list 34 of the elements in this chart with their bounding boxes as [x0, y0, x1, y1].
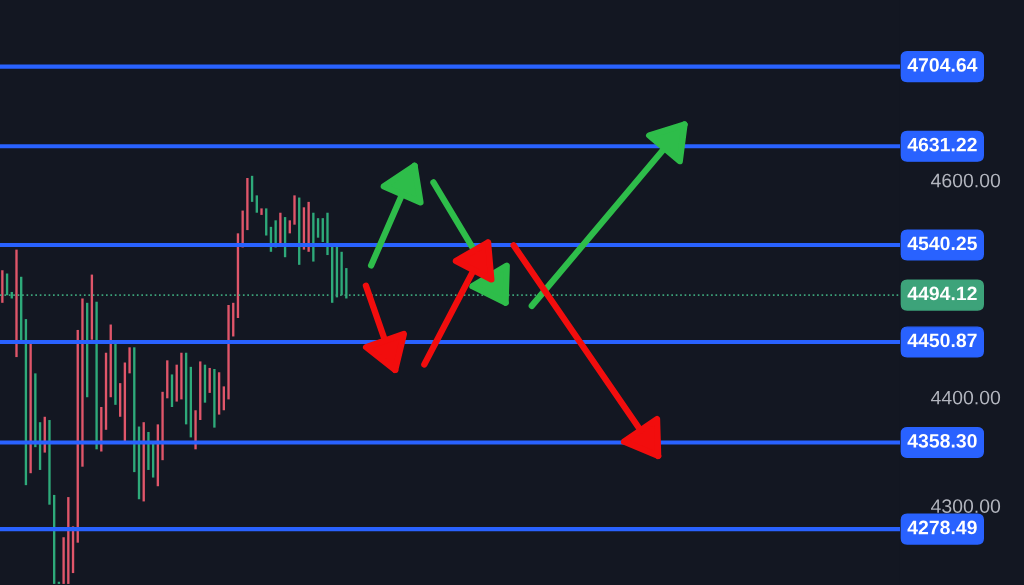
candlestick — [128, 347, 131, 374]
candlestick — [279, 212, 282, 244]
ref-line-label: 4704.64 — [907, 58, 978, 72]
candlestick — [15, 249, 18, 358]
ref-line-label: 4631.22 — [907, 137, 977, 152]
candlestick — [81, 298, 84, 467]
candlestick — [312, 212, 315, 262]
candlestick — [213, 369, 216, 428]
candlestick — [114, 342, 117, 405]
candlestick — [34, 373, 37, 448]
candlestick — [326, 212, 329, 256]
candlestick — [67, 497, 70, 584]
candlestick — [95, 301, 98, 450]
candlestick — [246, 178, 249, 231]
ref-line-label: 4278.49 — [907, 520, 977, 535]
candlestick — [1, 270, 4, 303]
candlestick — [293, 195, 296, 225]
candlestick — [307, 201, 310, 252]
candlestick — [340, 251, 343, 296]
ref-line-label: 4540.25 — [907, 236, 977, 251]
y-tick-label: 4400.00 — [931, 390, 1001, 405]
y-tick-label: 4600.00 — [931, 173, 1001, 188]
ref-line-label: 4358.30 — [907, 433, 977, 448]
candlestick — [227, 304, 230, 400]
ref-line-label: 4494.12 — [907, 286, 977, 301]
candlestick — [161, 391, 164, 461]
ref-line-label: 4450.87 — [907, 333, 977, 348]
candlestick — [48, 420, 51, 505]
candlestick — [62, 537, 65, 584]
candlestick — [345, 268, 348, 299]
candlestick — [29, 341, 32, 474]
candlestick — [260, 208, 263, 215]
candlestick — [180, 352, 183, 400]
y-tick-label: 4300.00 — [931, 499, 1001, 514]
